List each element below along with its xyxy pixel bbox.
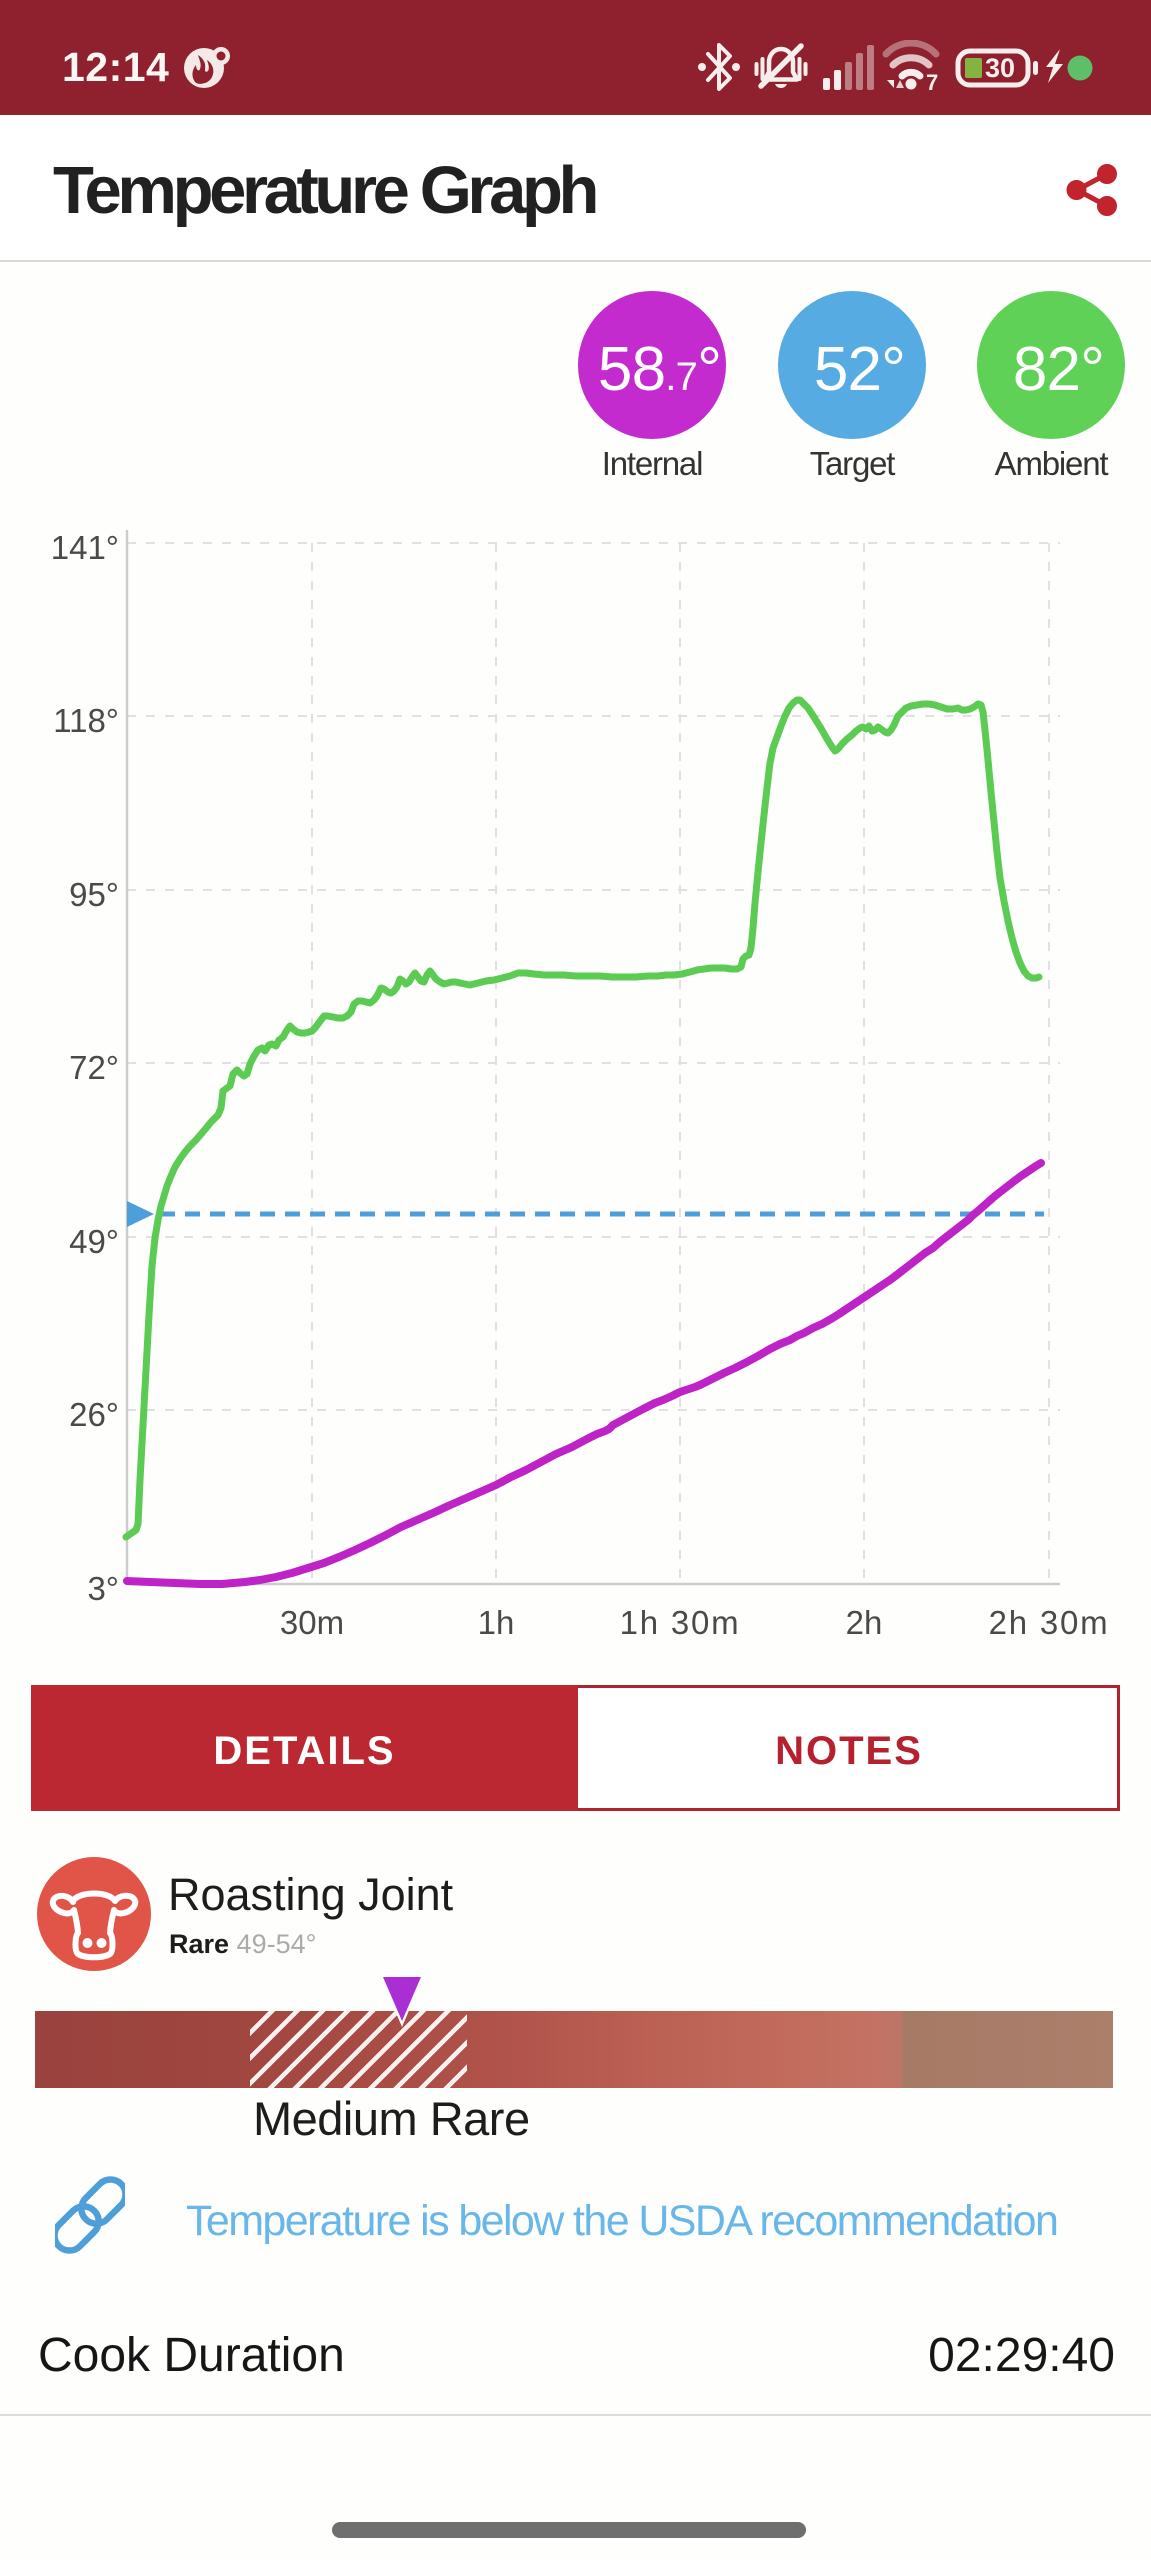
svg-text:2h: 2h [846, 1604, 883, 1641]
svg-text:72°: 72° [69, 1049, 119, 1086]
svg-text:26°: 26° [69, 1396, 119, 1433]
svg-text:141°: 141° [51, 529, 119, 566]
svg-text:1h: 1h [478, 1604, 515, 1641]
svg-text:1h 30m: 1h 30m [620, 1604, 741, 1641]
svg-text:7: 7 [926, 70, 938, 95]
svg-text:3°: 3° [87, 1570, 119, 1607]
svg-text:118°: 118° [53, 702, 119, 739]
svg-text:30m: 30m [280, 1604, 344, 1641]
svg-text:49°: 49° [69, 1223, 119, 1260]
svg-text:95°: 95° [69, 876, 119, 913]
svg-text:2h 30m: 2h 30m [989, 1604, 1110, 1641]
svg-text:30: 30 [985, 53, 1015, 83]
